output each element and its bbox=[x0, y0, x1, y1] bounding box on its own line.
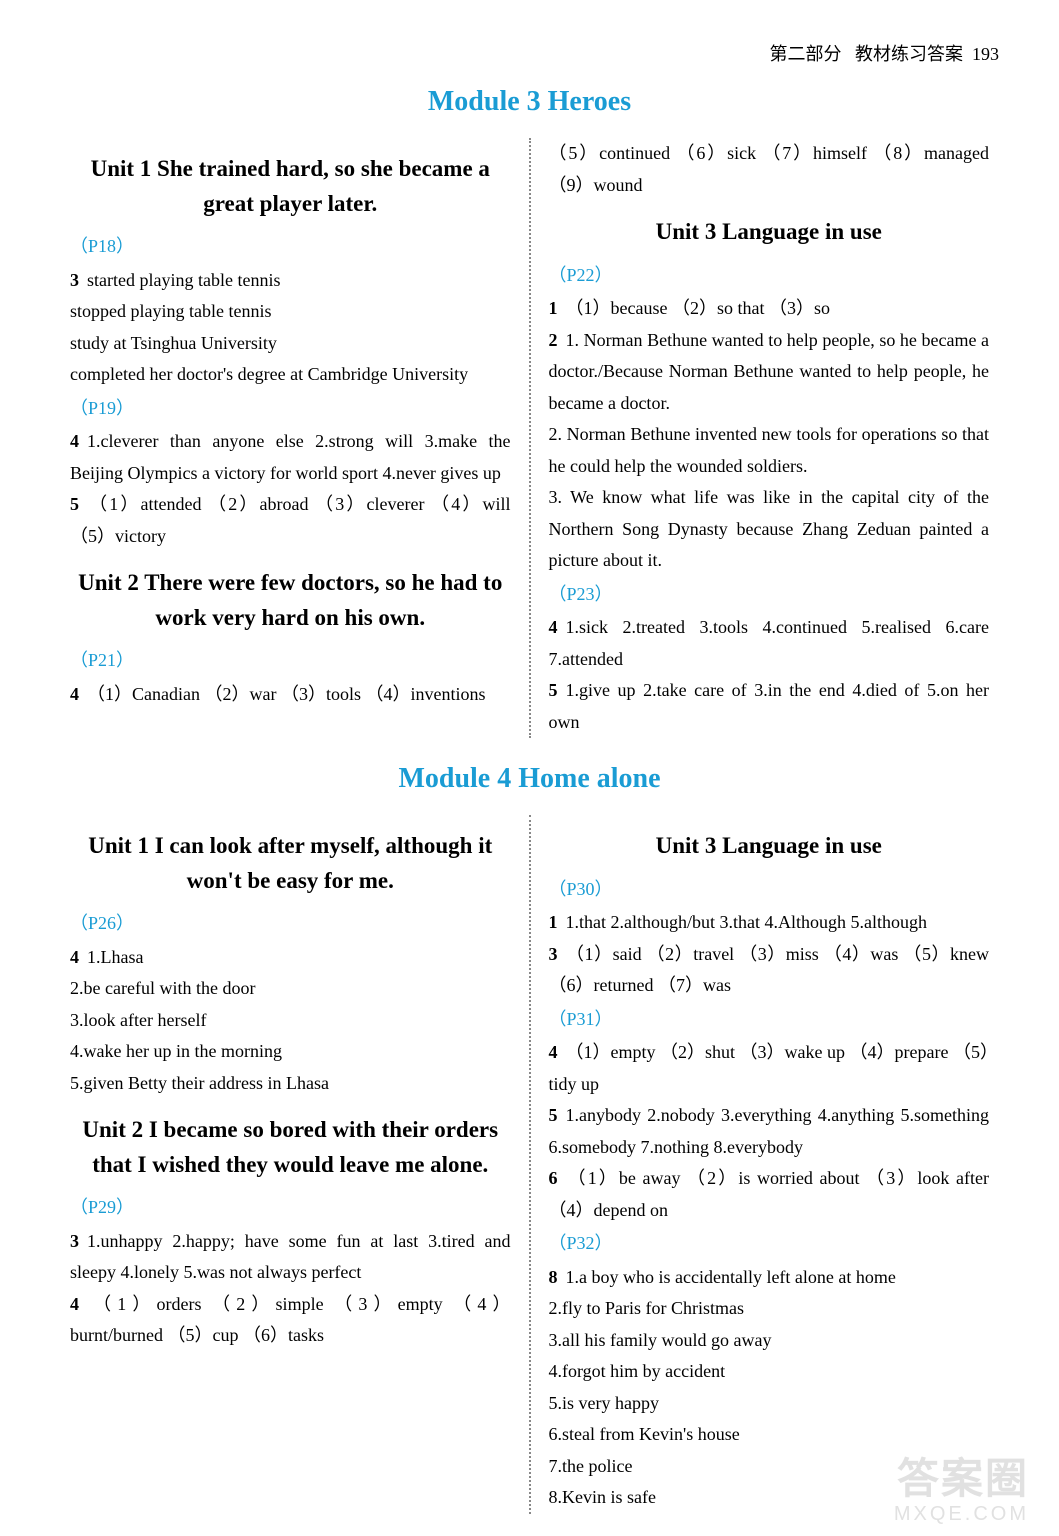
header-page: 193 bbox=[972, 44, 999, 64]
m4u2-q3: 31.unhappy 2.happy; have some fun at las… bbox=[70, 1226, 511, 1289]
page-ref-p22: （P22） bbox=[549, 260, 990, 292]
page-ref-p23: （P23） bbox=[549, 579, 990, 611]
m4u3-q3: 3（1）said （2）travel （3）miss （4）was （5）kne… bbox=[549, 939, 990, 1002]
m3u3-q2-1: 21. Norman Bethune wanted to help people… bbox=[549, 325, 990, 420]
m4u1-q4-4: 5.given Betty their address in Lhasa bbox=[70, 1068, 511, 1100]
m4-unit3-title: Unit 3 Language in use bbox=[549, 829, 990, 864]
m3u1-q5: 5（1）attended （2）abroad （3）cleverer （4）wi… bbox=[70, 489, 511, 552]
m4u3-q8-3: 4.forgot him by accident bbox=[549, 1356, 990, 1388]
module3-columns: Unit 1 She trained hard, so she became a… bbox=[60, 138, 999, 738]
text: 1.anybody 2.nobody 3.everything 4.anythi… bbox=[549, 1105, 990, 1157]
m3u1-q4: 41.cleverer than anyone else 2.strong wi… bbox=[70, 426, 511, 489]
m3u3-q4: 41.sick 2.treated 3.tools 4.continued 5.… bbox=[549, 612, 990, 675]
m3u3-q1: 1（1）because （2）so that （3）so bbox=[549, 293, 990, 325]
m3-unit1-title: Unit 1 She trained hard, so she became a… bbox=[70, 152, 511, 221]
m4u3-q6: 6（1）be away （2）is worried about （3）look … bbox=[549, 1163, 990, 1226]
m4-unit1-title: Unit 1 I can look after myself, although… bbox=[70, 829, 511, 898]
watermark-main: 答案圈 bbox=[897, 1445, 1029, 1506]
module4-columns: Unit 1 I can look after myself, although… bbox=[60, 815, 999, 1514]
m4u3-q8-2: 3.all his family would go away bbox=[549, 1325, 990, 1357]
text: （1）orders （2）simple （3）empty （4）burnt/bu… bbox=[70, 1294, 511, 1346]
m4u1-q4-1: 2.be careful with the door bbox=[70, 973, 511, 1005]
text: 1.sick 2.treated 3.tools 4.continued 5.r… bbox=[549, 617, 990, 669]
page-ref-p31: （P31） bbox=[549, 1004, 990, 1036]
m3u2-q4: 4（1）Canadian （2）war （3）tools （4）inventio… bbox=[70, 679, 511, 711]
text: （1）empty （2）shut （3）wake up （4）prepare （… bbox=[549, 1042, 990, 1094]
page-ref-p18: （P18） bbox=[70, 231, 511, 263]
m4-unit2-title: Unit 2 I became so bored with their orde… bbox=[70, 1113, 511, 1182]
text: 1.unhappy 2.happy; have some fun at last… bbox=[70, 1231, 511, 1283]
text: started playing table tennis bbox=[87, 270, 280, 290]
page-ref-p32: （P32） bbox=[549, 1228, 990, 1260]
m4u3-q1: 11.that 2.although/but 3.that 4.Although… bbox=[549, 907, 990, 939]
module3-title: Module 3 Heroes bbox=[60, 86, 999, 118]
header-title: 教材练习答案 bbox=[855, 44, 963, 64]
m3u3-q2-2: 2. Norman Bethune invented new tools for… bbox=[549, 419, 990, 482]
module4-title: Module 4 Home alone bbox=[60, 763, 999, 795]
text: 1.Lhasa bbox=[87, 947, 143, 967]
page-ref-p26: （P26） bbox=[70, 908, 511, 940]
text: 1.that 2.although/but 3.that 4.Although … bbox=[566, 912, 927, 932]
m3u1-q3-2: study at Tsinghua University bbox=[70, 328, 511, 360]
m4u3-q8-0: 81.a boy who is accidentally left alone … bbox=[549, 1262, 990, 1294]
m3-unit2-title: Unit 2 There were few doctors, so he had… bbox=[70, 566, 511, 635]
page-ref-p30: （P30） bbox=[549, 874, 990, 906]
m3u1-q3-1: stopped playing table tennis bbox=[70, 296, 511, 328]
m4u1-q4-3: 4.wake her up in the morning bbox=[70, 1036, 511, 1068]
m3-unit3-title: Unit 3 Language in use bbox=[549, 215, 990, 250]
watermark-sub: MXQE.COM bbox=[894, 1503, 1029, 1526]
text: （1）because （2）so that （3）so bbox=[566, 298, 830, 318]
m4u1-q4-2: 3.look after herself bbox=[70, 1005, 511, 1037]
module4-col-right: Unit 3 Language in use （P30） 11.that 2.a… bbox=[529, 815, 1000, 1514]
m3u2-cont: （5）continued （6）sick （7）himself （8）manag… bbox=[549, 138, 990, 201]
text: （1）Canadian （2）war （3）tools （4）invention… bbox=[87, 684, 485, 704]
m4u2-q4: 4（1）orders （2）simple （3）empty （4）burnt/b… bbox=[70, 1289, 511, 1352]
text: 1. Norman Bethune wanted to help people,… bbox=[549, 330, 990, 413]
text: 1.give up 2.take care of 3.in the end 4.… bbox=[549, 680, 990, 732]
m4u3-q8-4: 5.is very happy bbox=[549, 1388, 990, 1420]
m3u1-q3-0: 3started playing table tennis bbox=[70, 265, 511, 297]
text: （1）said （2）travel （3）miss （4）was （5）knew… bbox=[549, 944, 990, 996]
page-header: 第二部分 教材练习答案 193 bbox=[60, 40, 999, 66]
page-ref-p29: （P29） bbox=[70, 1192, 511, 1224]
module3-col-left: Unit 1 She trained hard, so she became a… bbox=[60, 138, 529, 738]
m3u3-q5: 51.give up 2.take care of 3.in the end 4… bbox=[549, 675, 990, 738]
m4u3-q8-1: 2.fly to Paris for Christmas bbox=[549, 1293, 990, 1325]
module4-col-left: Unit 1 I can look after myself, although… bbox=[60, 815, 529, 1514]
m4u1-q4-0: 41.Lhasa bbox=[70, 942, 511, 974]
module3-col-right: （5）continued （6）sick （7）himself （8）manag… bbox=[529, 138, 1000, 738]
text: （1）attended （2）abroad （3）cleverer （4）wil… bbox=[70, 494, 511, 546]
page-ref-p21: （P21） bbox=[70, 645, 511, 677]
page-ref-p19: （P19） bbox=[70, 393, 511, 425]
m4u3-q5: 51.anybody 2.nobody 3.everything 4.anyth… bbox=[549, 1100, 990, 1163]
m3u1-q3-3: completed her doctor's degree at Cambrid… bbox=[70, 359, 511, 391]
text: （1）be away （2）is worried about （3）look a… bbox=[549, 1168, 990, 1220]
text: 1.cleverer than anyone else 2.strong wil… bbox=[70, 431, 511, 483]
text: 1.a boy who is accidentally left alone a… bbox=[566, 1267, 896, 1287]
m3u3-q2-3: 3. We know what life was like in the cap… bbox=[549, 482, 990, 577]
header-section: 第二部分 bbox=[770, 44, 842, 64]
m4u3-q4: 4（1）empty （2）shut （3）wake up （4）prepare … bbox=[549, 1037, 990, 1100]
